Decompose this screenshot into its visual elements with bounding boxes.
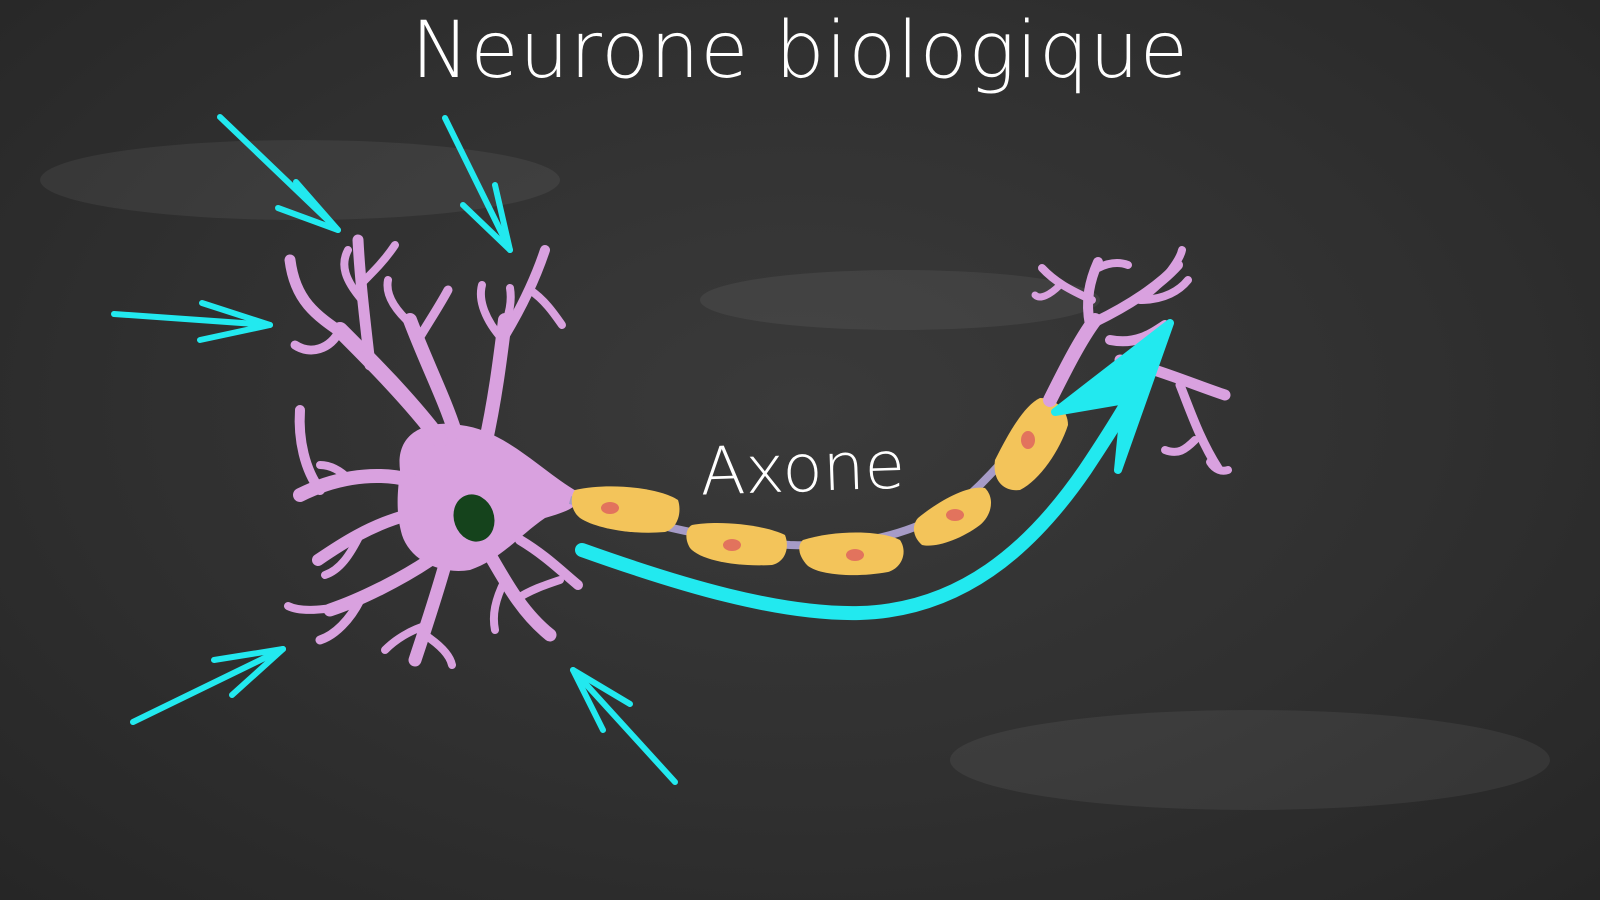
terminal-branch: [1094, 259, 1132, 272]
arrow-icon: [442, 115, 513, 253]
arrow-icon: [217, 114, 341, 233]
dendrite-upper: [403, 313, 462, 439]
arrow-icon: [130, 646, 286, 725]
terminal-branch: [1206, 458, 1232, 475]
axon-label: Axone: [698, 426, 907, 511]
chalk-smudges: [40, 140, 1550, 810]
dendrite: [316, 461, 354, 484]
dendrite: [515, 535, 583, 590]
myelin-segment: [913, 487, 992, 546]
myelin-segment: [571, 486, 680, 533]
dendrite: [526, 286, 566, 329]
dendrite: [290, 325, 345, 355]
neuron-cell: [284, 234, 583, 669]
dendrite: [381, 621, 432, 654]
myelin-segment: [686, 523, 787, 566]
arrow-icon: [111, 300, 273, 343]
dendrite: [321, 531, 364, 579]
dendrite: [498, 284, 515, 334]
dendrite: [284, 254, 351, 341]
dendrite: [489, 576, 509, 634]
dendrite: [413, 285, 453, 345]
nucleus: [453, 494, 495, 542]
terminal-branch: [1031, 281, 1064, 301]
dendrite-lower-left: [323, 553, 437, 617]
dendrite: [511, 576, 564, 604]
dendrite-upper-left: [332, 322, 448, 448]
axon-terminals: [1031, 246, 1232, 475]
dendrite: [315, 595, 365, 645]
terminal-branch: [1161, 436, 1199, 456]
dendrite-lower: [408, 558, 452, 667]
myelin-segment: [799, 532, 904, 576]
terminal-branch: [1146, 246, 1186, 296]
dendrite: [500, 245, 550, 340]
dendrite: [356, 241, 399, 289]
dendrite: [294, 405, 325, 495]
myelin-sheaths: [571, 398, 1068, 576]
dendrite: [383, 276, 416, 329]
page-title: Neurone biologique: [411, 6, 1189, 96]
input-arrows: [111, 114, 678, 785]
dendrite: [421, 631, 456, 669]
terminal-branch: [1038, 264, 1096, 304]
curved-arrow-icon: [575, 319, 1174, 621]
dendrite: [284, 602, 344, 614]
dendrite: [340, 246, 366, 304]
cell-body: [397, 423, 580, 571]
terminal-branch: [1136, 276, 1192, 304]
myelin-segment: [994, 398, 1068, 491]
dendrite: [477, 281, 507, 344]
arrow-icon: [570, 667, 678, 785]
terminal-branch: [1175, 380, 1223, 473]
